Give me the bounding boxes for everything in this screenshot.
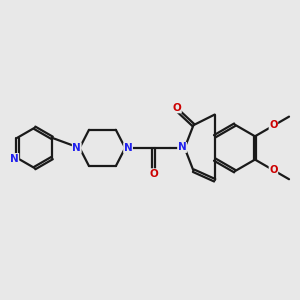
Text: N: N xyxy=(124,143,132,153)
Text: O: O xyxy=(149,169,158,179)
Text: N: N xyxy=(178,142,186,152)
Text: O: O xyxy=(172,103,181,113)
Text: O: O xyxy=(269,165,278,176)
Text: N: N xyxy=(72,143,81,153)
Text: O: O xyxy=(269,120,278,130)
Text: N: N xyxy=(10,154,19,164)
